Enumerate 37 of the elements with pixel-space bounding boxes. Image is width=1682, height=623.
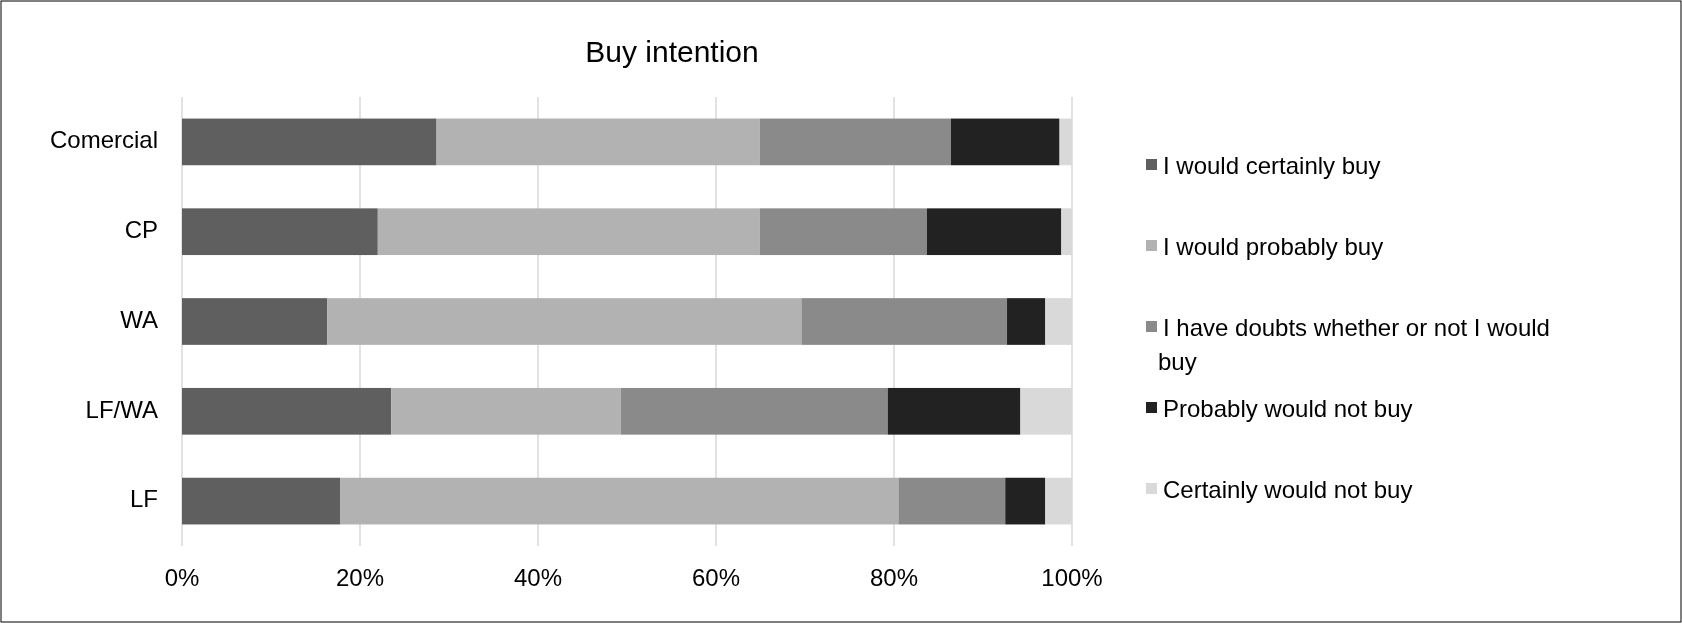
chart-title: Buy intention xyxy=(585,35,759,68)
bar xyxy=(327,298,802,345)
x-tick-label: 60% xyxy=(691,564,741,591)
bar xyxy=(620,387,888,435)
bar xyxy=(436,118,760,166)
bar xyxy=(182,298,328,345)
bar xyxy=(926,208,1062,256)
bar xyxy=(340,477,899,525)
bar xyxy=(391,387,621,435)
bar xyxy=(182,477,341,525)
bar xyxy=(182,118,437,166)
bar xyxy=(801,298,1008,345)
bar xyxy=(898,477,1006,525)
bar xyxy=(182,387,392,435)
legend-label: I have doubts whether or not I would buy xyxy=(1158,314,1550,376)
bar xyxy=(759,208,927,256)
y-tick-label: LF/WA xyxy=(85,395,158,423)
legend-label: I would probably buy xyxy=(1163,233,1384,261)
y-tick-label: Comercial xyxy=(49,126,158,154)
y-tick-label: LF xyxy=(129,485,158,513)
x-tick-label: 100% xyxy=(1041,564,1103,591)
bar xyxy=(182,208,378,256)
y-tick-label: CP xyxy=(124,216,158,244)
bar xyxy=(887,387,1021,435)
bar xyxy=(759,118,951,166)
bar xyxy=(950,118,1060,166)
legend-label: Probably would not buy xyxy=(1163,395,1413,423)
bar xyxy=(377,208,760,256)
x-tick-label: 80% xyxy=(869,564,919,591)
bar xyxy=(1007,298,1046,345)
x-tick-label: 40% xyxy=(513,564,563,591)
legend-label: I would certainly buy xyxy=(1163,152,1381,180)
x-tick-label: 20% xyxy=(335,564,385,591)
x-tick-label: 0% xyxy=(164,564,200,591)
legend-label: Certainly would not buy xyxy=(1163,476,1413,504)
bar xyxy=(1005,477,1046,525)
y-tick-label: WA xyxy=(120,305,158,333)
